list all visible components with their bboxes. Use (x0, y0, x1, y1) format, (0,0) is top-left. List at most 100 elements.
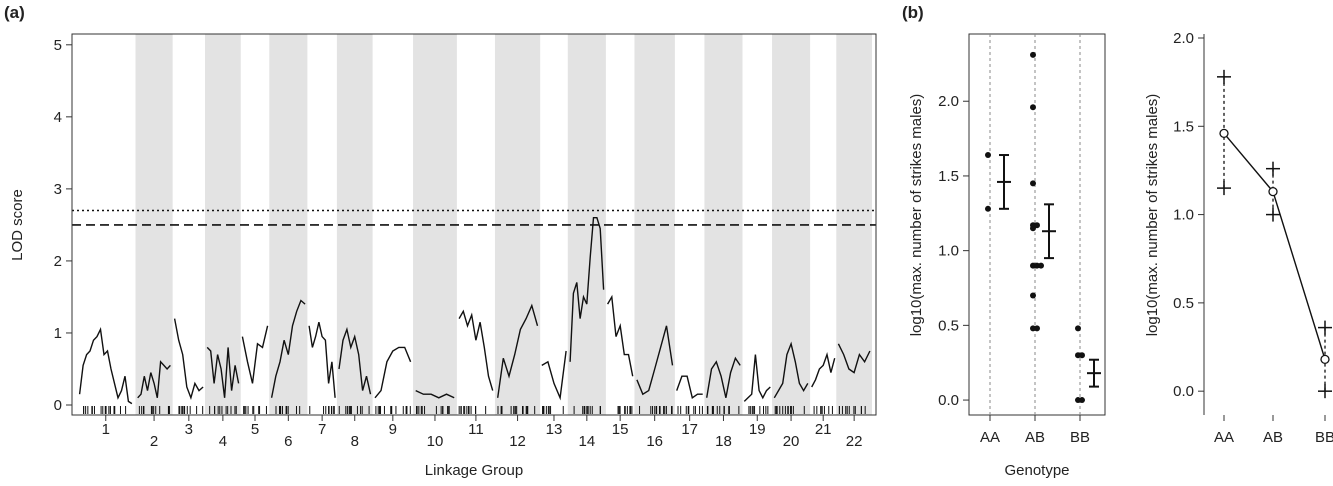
data-point-AB (1038, 262, 1044, 269)
lod-curve-group-1 (78, 327, 133, 405)
marker-rug (83, 406, 866, 414)
lod-curve-group-19 (743, 354, 771, 402)
x-tick-label-3: 3 (185, 421, 193, 438)
mean-point-BB (1320, 354, 1330, 365)
lod-curve-group-10 (415, 389, 455, 399)
x-axis-label-a: Linkage Group (425, 462, 523, 479)
x-tick-label-12: 12 (509, 433, 526, 450)
x-tick-label-AB: AB (1263, 429, 1283, 446)
x-tick-label-AB: AB (1025, 429, 1045, 446)
x-tick-label-14: 14 (578, 433, 595, 450)
y-tick-label: 3 (54, 181, 62, 198)
y-axis-label-c: log10(max. number of strikes males) (1144, 94, 1161, 337)
x-tick-label-7: 7 (318, 421, 326, 438)
plot-frame-b (968, 33, 1106, 416)
x-tick-label-5: 5 (251, 421, 259, 438)
lod-curve-group-4 (206, 346, 240, 398)
x-tick-label-13: 13 (546, 421, 563, 438)
y-axis-label-b: log10(max. number of strikes males) (908, 94, 925, 337)
lod-curve-group-20 (773, 341, 809, 399)
x-tick-label-21: 21 (815, 421, 832, 438)
y-tick-label: 1.0 (1173, 207, 1194, 224)
x-tick-label-AA: AA (1214, 429, 1234, 446)
lod-curve-group-6 (270, 299, 306, 398)
panel-b-label: (b) (902, 3, 924, 22)
x-tick-label-AA: AA (980, 429, 1000, 446)
y-tick-label: 0.5 (1173, 295, 1194, 312)
mean-error-bars (997, 154, 1101, 388)
x-tick-label-15: 15 (612, 421, 629, 438)
lod-curve-group-3 (173, 318, 204, 401)
mean-point-AA (1219, 128, 1229, 139)
shaded-band-2 (135, 34, 173, 415)
plot-frame-a (71, 33, 877, 416)
data-point-AB (1030, 225, 1036, 232)
lod-curve-group-17 (676, 375, 703, 399)
lod-curve-group-18 (706, 356, 741, 398)
x-tick-label-22: 22 (846, 433, 863, 450)
x-tick-label-16: 16 (646, 433, 663, 450)
lod-curve-group-21 (811, 352, 836, 388)
panel-a-label: (a) (4, 3, 25, 22)
data-point-AA (985, 152, 991, 159)
y-tick-label: 1 (54, 325, 62, 342)
x-tick-label-18: 18 (715, 433, 732, 450)
x-tick-label-10: 10 (427, 433, 444, 450)
lod-curve-group-13 (541, 350, 567, 401)
shaded-band-10 (413, 34, 457, 415)
x-tick-label-4: 4 (219, 433, 227, 450)
lod-curve-group-22 (837, 343, 871, 374)
x-tick-label-BB: BB (1315, 429, 1333, 446)
y-axis-a: 0 1 2 3 4 5 (54, 37, 72, 414)
y-axis-label-a: LOD score (9, 189, 26, 261)
lod-curve-group-11 (458, 309, 494, 391)
mean-point-AB (1268, 186, 1278, 197)
y-tick-label: 0.0 (938, 392, 959, 409)
x-axis-c: AA AB BB (1214, 415, 1333, 446)
data-point-AB (1030, 180, 1036, 187)
x-axis-label-b: Genotype (1004, 462, 1069, 479)
shaded-band-14 (567, 34, 606, 415)
x-tick-label-9: 9 (389, 421, 397, 438)
y-tick-label: 1.0 (938, 243, 959, 260)
data-point-AB (1030, 51, 1036, 58)
x-axis-b: AA AB BB (980, 415, 1090, 446)
shaded-band-4 (205, 34, 241, 415)
mean-line (1223, 132, 1326, 360)
x-tick-label-19: 19 (749, 421, 766, 438)
y-tick-label: 2 (54, 253, 62, 270)
threshold-lines (72, 209, 876, 226)
effect-plot (1217, 69, 1332, 399)
y-tick-label: 2.0 (938, 93, 959, 110)
x-tick-label-11: 11 (468, 421, 484, 438)
y-tick-label: 2.0 (1173, 30, 1194, 47)
y-tick-label: 0.5 (938, 317, 959, 334)
y-axis-b: 0.0 0.5 1.0 1.5 2.0 (938, 93, 969, 409)
lod-curve-group-5 (241, 325, 269, 384)
lod-curve-group-2 (137, 360, 171, 399)
lod-curve-group-12 (497, 303, 539, 398)
y-tick-label: 0.0 (1173, 383, 1194, 400)
genotype-scatter-chart: (b) 0.0 0.5 1.0 1.5 2.0 AA AB BB Genotype log1… (902, 3, 1106, 479)
y-tick-label: 0 (54, 397, 62, 414)
data-point-AB (1034, 325, 1040, 332)
lod-curve-group-7 (308, 322, 336, 398)
lod-curve-group-9 (374, 346, 412, 399)
y-tick-label: 1.5 (938, 168, 959, 185)
data-point-AA (985, 205, 991, 212)
x-tick-label-17: 17 (681, 421, 698, 438)
y-tick-label: 5 (54, 37, 62, 54)
x-tick-label-2: 2 (150, 433, 158, 450)
x-tick-label-1: 1 (102, 421, 110, 438)
data-point-BB (1075, 325, 1081, 332)
lod-curves (78, 216, 871, 405)
x-tick-label-20: 20 (783, 433, 800, 450)
lod-curve-group-16 (636, 325, 674, 396)
data-point-BB (1079, 397, 1085, 404)
y-tick-label: 4 (54, 109, 62, 126)
lod-curve-group-14 (569, 216, 605, 362)
data-point-AB (1030, 104, 1036, 111)
x-tick-label-8: 8 (351, 433, 359, 450)
